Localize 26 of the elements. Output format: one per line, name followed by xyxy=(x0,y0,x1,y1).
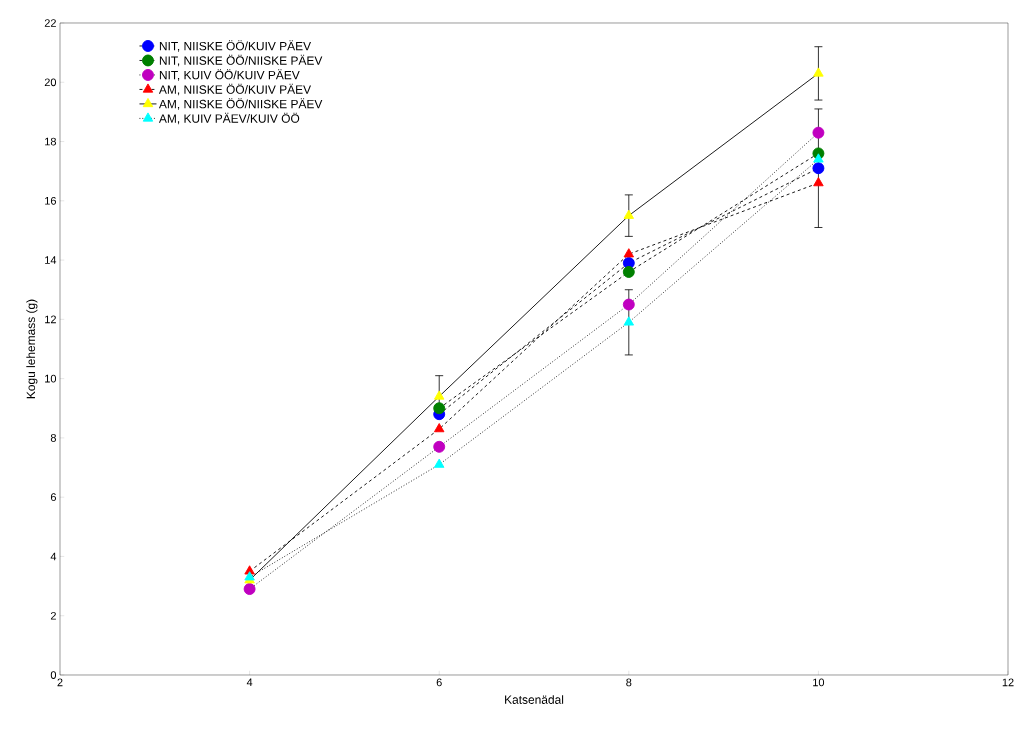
legend-label: AM, NIISKE ÖÖ/NIISKE PÄEV xyxy=(158,98,323,110)
x-tick-label: 10 xyxy=(813,678,825,687)
y-tick-label: 16 xyxy=(45,196,56,205)
y-tick-label: 18 xyxy=(45,137,56,146)
x-tick-label: 12 xyxy=(1002,678,1014,687)
y-tick-label: 10 xyxy=(45,374,57,383)
x-tick-label: 6 xyxy=(436,678,442,687)
y-tick-label: 4 xyxy=(50,552,57,561)
y-tick-label: 2 xyxy=(50,611,56,620)
y-tick-label: 14 xyxy=(45,256,57,264)
legend-label: NIT, NIISKE ÖÖ/NIISKE PÄEV xyxy=(159,54,323,67)
x-tick-label: 8 xyxy=(626,678,632,687)
y-tick-label: 0 xyxy=(50,671,57,679)
x-tick-label: 2 xyxy=(57,678,63,687)
legend-label: NIT, NIISKE ÖÖ/KUIV PÄEV xyxy=(159,40,312,52)
y-tick-label: 6 xyxy=(50,493,56,502)
y-tick-label: 20 xyxy=(44,78,57,87)
y-tick-label: 22 xyxy=(44,19,56,27)
x-tick-label: 4 xyxy=(246,678,253,687)
legend-label: NIT, KUIV ÖÖ/KUIV PÄEV xyxy=(159,69,300,81)
y-tick-label: 8 xyxy=(50,434,56,442)
legend-label: AM, KUIV PÄEV/KUIV ÖÖ xyxy=(158,112,300,125)
x-axis-title: Katsenädal xyxy=(505,695,564,704)
y-axis-title: Kogu lehemass (g) xyxy=(26,299,38,399)
legend-label: AM, NIISKE ÖÖ/KUIV PÄEV xyxy=(158,83,312,96)
y-tick-label: 12 xyxy=(45,315,56,324)
